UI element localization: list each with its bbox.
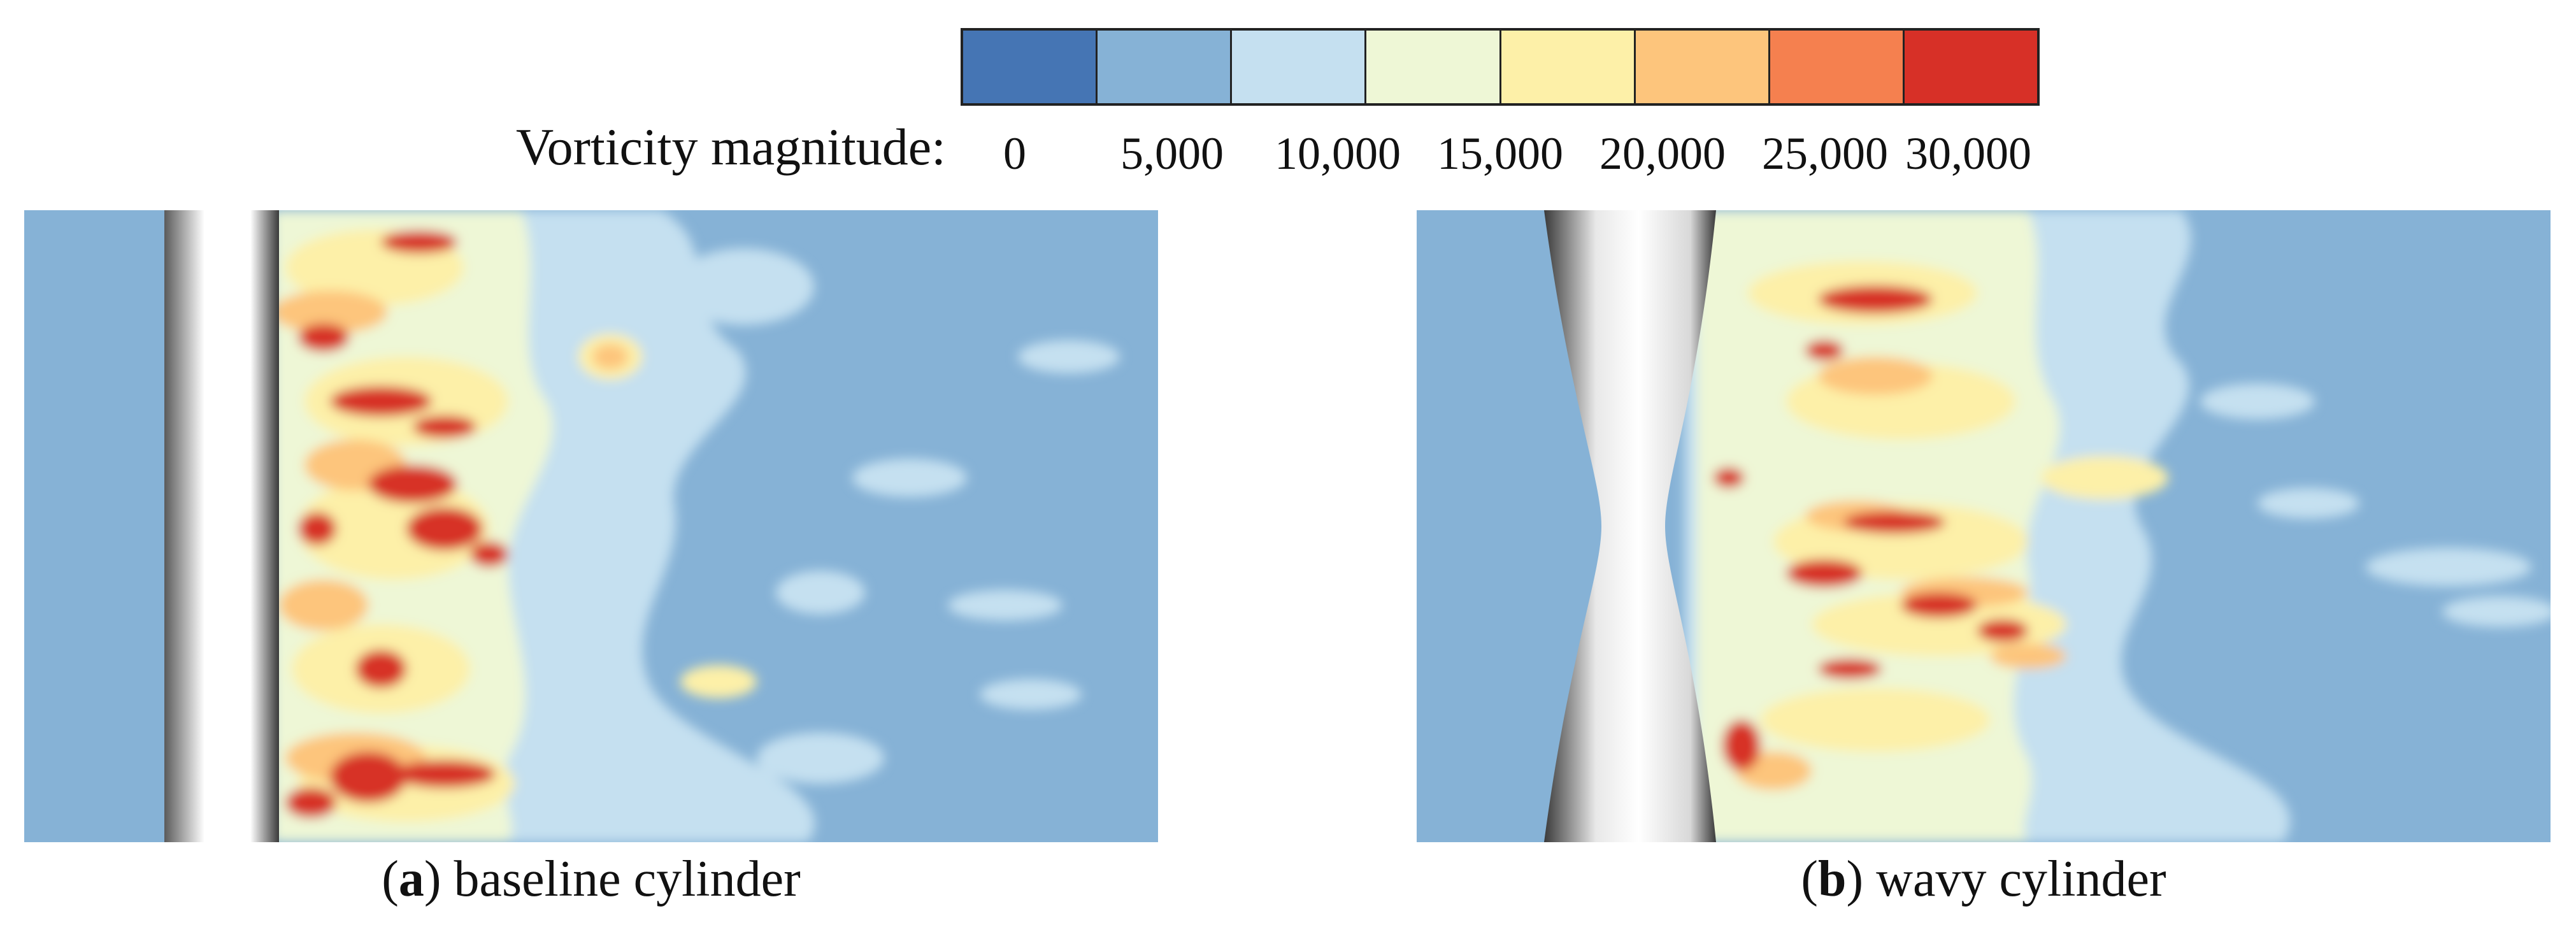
caption-letter: a: [398, 851, 424, 907]
colorbar-tick-label: 10,000: [1275, 128, 1401, 179]
colorbar-title: Vorticity magnitude:: [516, 118, 946, 176]
colorbar-segment: [1232, 31, 1367, 103]
colorbar-tick-label: 30,000: [1905, 128, 2031, 179]
colorbar-segment: [1366, 31, 1501, 103]
colorbar-segment: [1904, 31, 2037, 103]
colorbar-segment: [1501, 31, 1636, 103]
colorbar-tick-label: 5,000: [1120, 128, 1224, 179]
colorbar-segment: [1635, 31, 1770, 103]
colorbar-segment: [1098, 31, 1233, 103]
caption-wavy-cylinder: (b) wavy cylinder: [1801, 851, 2166, 907]
caption-text: wavy cylinder: [1876, 851, 2166, 907]
colorbar-tick-label: 15,000: [1437, 128, 1563, 179]
colorbar-tick-label: 0: [1003, 128, 1026, 179]
caption-baseline-cylinder: (a) baseline cylinder: [382, 851, 801, 907]
colorbar-segment: [1770, 31, 1905, 103]
baseline-cylinder-vorticity-field: [24, 210, 1158, 842]
caption-text: baseline cylinder: [454, 851, 801, 907]
colorbar-tick-label: 20,000: [1599, 128, 1726, 179]
colorbar-segment: [963, 31, 1098, 103]
caption-letter: b: [1818, 851, 1847, 907]
wavy-cylinder-vorticity-field: [1417, 210, 2551, 842]
colorbar-tick-label: 25,000: [1762, 128, 1888, 179]
vorticity-colorbar: [961, 28, 2040, 106]
